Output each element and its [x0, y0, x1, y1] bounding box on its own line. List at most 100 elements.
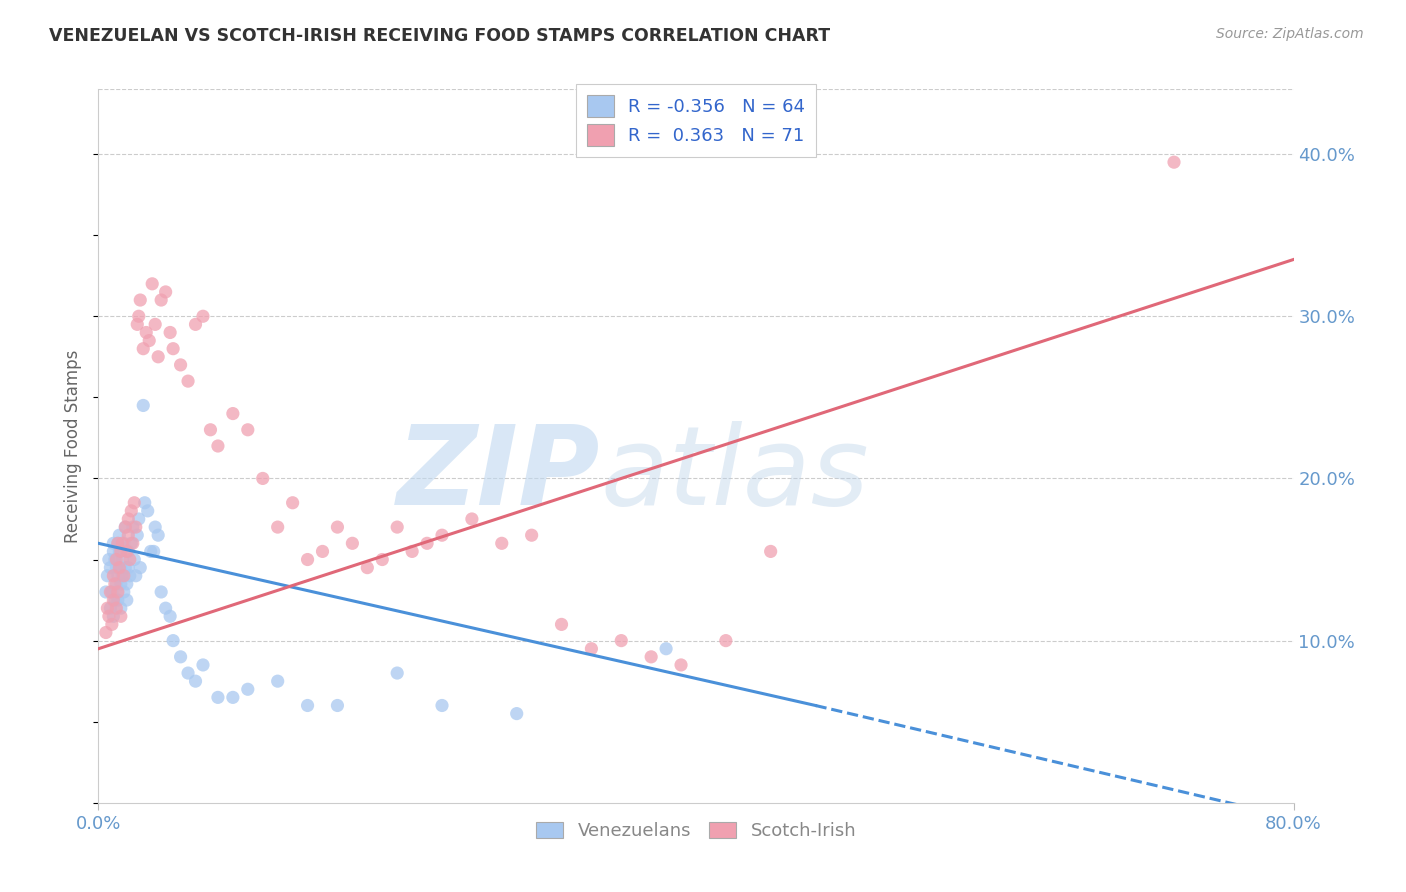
Point [121, 520, 143, 534]
Point [155, 285, 177, 299]
Point [207, 690, 229, 705]
Point [128, 512, 150, 526]
Point [155, 601, 177, 615]
Point [129, 560, 152, 574]
Point [191, 657, 214, 672]
Point [117, 560, 139, 574]
Point [96, 601, 118, 615]
Point [1163, 155, 1185, 169]
Point [506, 706, 529, 721]
Point [110, 609, 132, 624]
Point [236, 682, 259, 697]
Point [430, 698, 453, 713]
Point [132, 399, 155, 413]
Point [120, 504, 142, 518]
Point [222, 407, 245, 421]
Point [169, 358, 191, 372]
Point [110, 544, 132, 558]
Point [222, 690, 245, 705]
Point [236, 423, 259, 437]
Point [94, 585, 117, 599]
Point [125, 568, 148, 582]
Point [714, 633, 737, 648]
Point [385, 520, 409, 534]
Point [105, 601, 128, 615]
Point [159, 326, 181, 340]
Point [416, 536, 439, 550]
Point [191, 310, 214, 324]
Point [371, 552, 394, 566]
Point [169, 649, 191, 664]
Point [107, 585, 129, 599]
Point [111, 568, 134, 582]
Point [184, 318, 207, 332]
Point [124, 552, 146, 566]
Point [207, 439, 229, 453]
Point [177, 666, 200, 681]
Point [142, 544, 165, 558]
Point [401, 544, 423, 558]
Point [105, 552, 128, 566]
Point [297, 698, 319, 713]
Point [105, 560, 128, 574]
Point [520, 528, 543, 542]
Point [177, 374, 200, 388]
Point [162, 342, 184, 356]
Point [98, 601, 122, 615]
Point [128, 310, 150, 324]
Point [108, 560, 131, 574]
Point [139, 544, 162, 558]
Point [655, 641, 678, 656]
Point [115, 544, 138, 558]
Point [101, 617, 124, 632]
Point [98, 585, 122, 599]
Point [117, 544, 139, 558]
Point [103, 609, 125, 624]
Point [550, 617, 572, 632]
Point [114, 560, 136, 574]
Point [104, 552, 127, 566]
Point [150, 293, 173, 307]
Point [267, 520, 290, 534]
Point [640, 649, 662, 664]
Point [129, 293, 152, 307]
Point [115, 593, 138, 607]
Point [127, 528, 149, 542]
Point [103, 536, 125, 550]
Point [114, 520, 136, 534]
Point [134, 496, 156, 510]
Point [112, 585, 135, 599]
Point [143, 318, 166, 332]
Point [491, 536, 513, 550]
Point [148, 350, 170, 364]
Legend: Venezuelans, Scotch-Irish: Venezuelans, Scotch-Irish [529, 814, 863, 847]
Point [115, 577, 138, 591]
Point [117, 512, 139, 526]
Point [200, 423, 222, 437]
Point [326, 520, 349, 534]
Point [104, 577, 127, 591]
Y-axis label: Receiving Food Stamps: Receiving Food Stamps [65, 350, 83, 542]
Point [136, 504, 159, 518]
Point [124, 496, 146, 510]
Point [252, 471, 274, 485]
Point [121, 536, 143, 550]
Point [101, 585, 124, 599]
Point [118, 568, 141, 582]
Point [127, 318, 149, 332]
Point [461, 512, 484, 526]
Point [385, 666, 409, 681]
Point [138, 334, 160, 348]
Point [94, 625, 117, 640]
Point [107, 536, 129, 550]
Point [107, 593, 129, 607]
Point [311, 544, 333, 558]
Point [110, 601, 132, 615]
Point [117, 528, 139, 542]
Point [103, 593, 125, 607]
Point [120, 536, 142, 550]
Point [610, 633, 633, 648]
Point [326, 698, 349, 713]
Point [669, 657, 692, 672]
Point [110, 560, 132, 574]
